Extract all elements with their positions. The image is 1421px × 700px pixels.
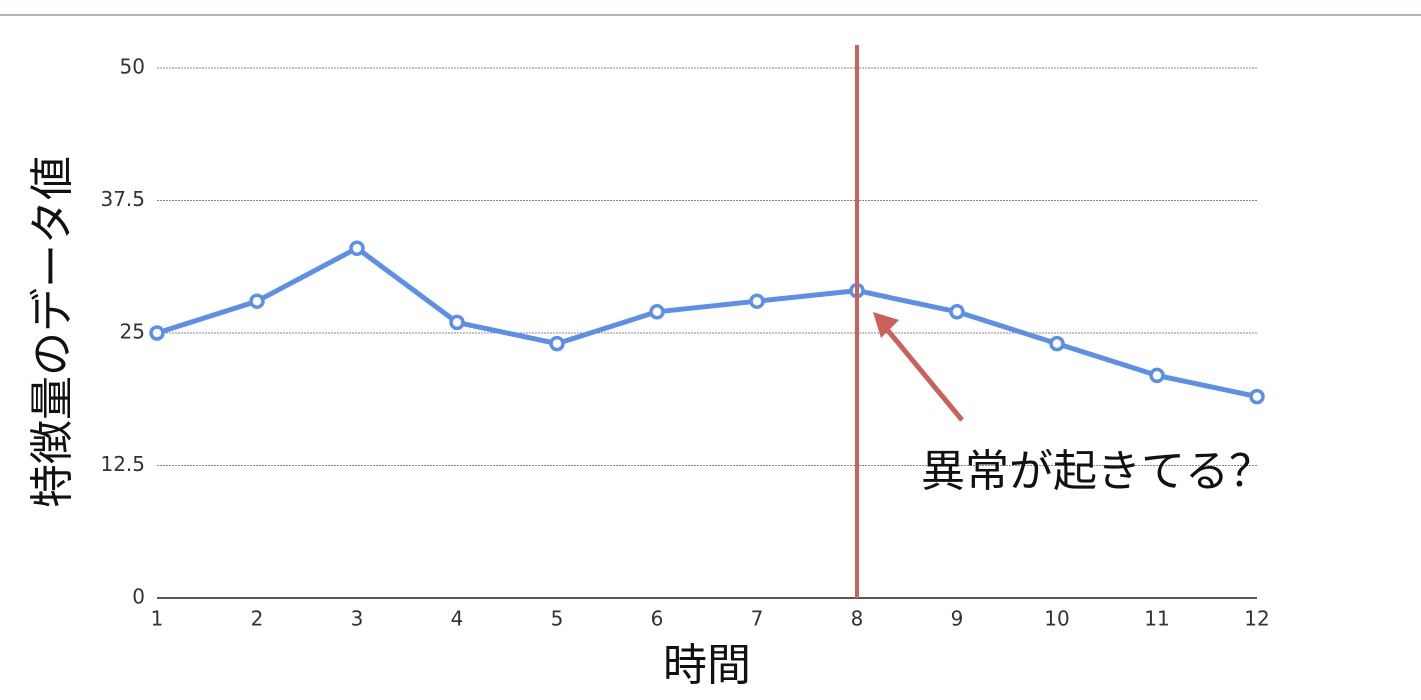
data-point xyxy=(249,293,265,309)
arrow-head xyxy=(873,312,899,338)
y-tick-label: 50 xyxy=(120,55,145,79)
y-tick-label: 37.5 xyxy=(100,187,145,211)
annotation-text: 異常が起きてる？ xyxy=(921,446,1273,497)
x-tick-label: 1 xyxy=(151,607,164,631)
data-point xyxy=(549,335,565,352)
x-tick-label: 8 xyxy=(851,607,864,631)
x-tick-label: 12 xyxy=(1244,607,1269,631)
x-tick-label: 11 xyxy=(1144,607,1169,631)
y-axis-label: 特徴量のデータ値 xyxy=(27,156,78,508)
data-point xyxy=(1249,388,1265,405)
x-tick-label: 3 xyxy=(351,607,364,631)
x-tick-label: 7 xyxy=(751,607,764,631)
y-tick-label: 0 xyxy=(132,585,145,609)
x-tick-label: 6 xyxy=(651,607,664,631)
annotation-arrow xyxy=(883,325,964,422)
data-point xyxy=(749,293,765,309)
data-point xyxy=(149,325,165,341)
series-line xyxy=(156,245,1258,400)
data-point xyxy=(449,314,465,331)
data-point xyxy=(1049,335,1065,352)
data-point xyxy=(949,304,965,320)
y-tick-label: 12.5 xyxy=(100,452,145,476)
data-point xyxy=(349,240,365,256)
x-tick-label: 2 xyxy=(251,607,264,631)
data-point xyxy=(649,304,665,320)
x-tick-label: 5 xyxy=(551,607,564,631)
x-tick-label: 4 xyxy=(451,607,464,631)
x-tick-label: 9 xyxy=(951,607,964,631)
x-tick-label: 10 xyxy=(1044,607,1069,631)
y-tick-label: 25 xyxy=(120,320,145,344)
x-axis-label: 時間 xyxy=(663,640,751,691)
data-point xyxy=(1149,367,1165,384)
